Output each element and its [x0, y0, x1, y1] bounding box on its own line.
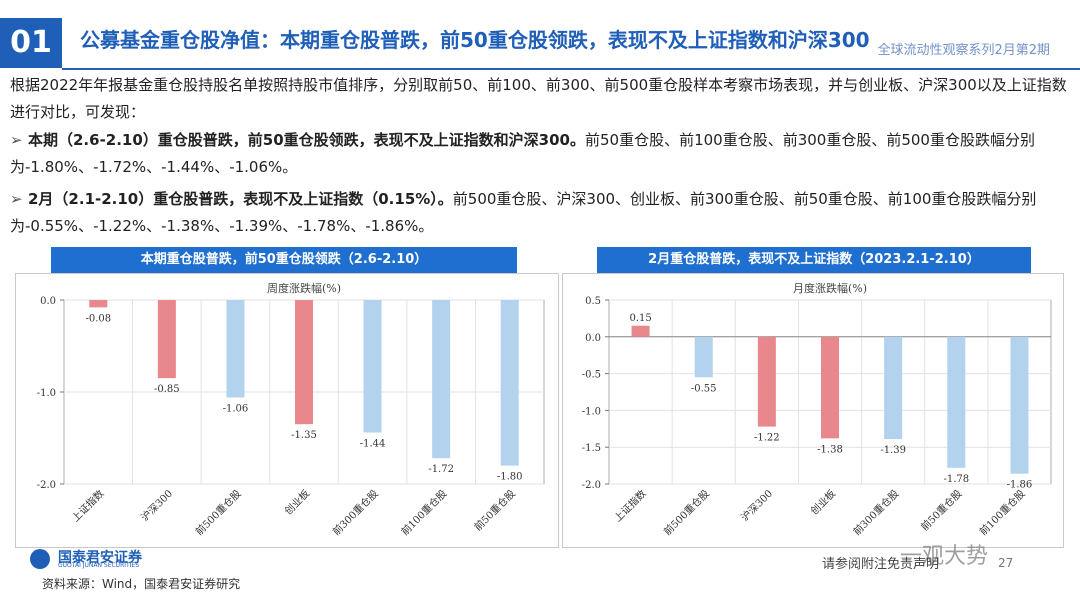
y-tick-label: 0.5	[585, 296, 601, 307]
bullet-text: 前500重仓股、沪深300、创业板、前300重仓股、前50重仓股、前100重仓股…	[10, 190, 1037, 235]
arrow-bullet-icon: ➢	[10, 190, 23, 208]
source-note: 资料来源：Wind，国泰君安证券研究	[42, 577, 241, 591]
bar	[757, 336, 776, 427]
y-tick-label: 0.0	[585, 333, 601, 344]
x-tick-label: 前500重仓股	[193, 487, 244, 538]
y-tick-label: -1.0	[582, 406, 601, 417]
bar	[884, 336, 903, 440]
x-tick-label: 前100重仓股	[398, 487, 449, 538]
series-tag: 全球流动性观察系列2月第2期	[877, 43, 1050, 58]
bar	[694, 336, 713, 378]
bar	[821, 336, 839, 439]
data-label: -1.38	[817, 444, 843, 455]
monthly-change-chart: 月度涨跌幅(%) 0.5 0.0 -0.5 -1.0 -1.5 -2.0 0.15 上证指数 -0…	[582, 281, 1052, 538]
y-tick-label: -2.0	[582, 480, 601, 491]
data-label: -1.72	[428, 464, 454, 475]
y-tick-label: 0.0	[40, 296, 56, 307]
data-label: -1.44	[360, 438, 386, 449]
chart-title: 月度涨跌幅(%)	[793, 281, 867, 295]
x-tick-label: 前300重仓股	[330, 487, 381, 538]
x-tick-label: 创业板	[808, 487, 838, 517]
monthly-chart-panel: 月度涨跌幅(%) 0.5 0.0 -0.5 -1.0 -1.5 -2.0 0.15 上证指数 -0…	[562, 273, 1064, 548]
bar	[631, 325, 650, 337]
bullet-lead: 2月（2.1-2.10）重仓股普跌，表现不及上证指数（0.15%）。	[28, 190, 453, 208]
x-tick-label: 沪深300	[738, 487, 775, 524]
x-tick-label: 沪深300	[138, 487, 175, 524]
right-panel-header: 2月重仓股普跌，表现不及上证指数（2023.2.1-2.10）	[597, 247, 1031, 273]
watermark: 一观大势	[900, 544, 989, 569]
weekly-chart-panel: 周度涨跌幅(%) 0.0 -1.0 -2.0 -0.08 上证指数 -0.85 沪深300 -1…	[15, 273, 559, 548]
data-label: -1.80	[497, 472, 523, 483]
bar	[157, 300, 176, 379]
x-tick-label: 前100重仓股	[977, 487, 1028, 538]
bullet-lead: 本期（2.6-2.10）重仓股普跌，前50重仓股领跌，表现不及上证指数和沪深30…	[28, 131, 585, 149]
data-label: -1.86	[1007, 480, 1033, 491]
arrow-bullet-icon: ➢	[10, 131, 23, 149]
bar	[1010, 336, 1029, 474]
data-label: -0.08	[85, 313, 111, 324]
y-tick-label: -1.0	[37, 388, 56, 399]
left-panel-header: 本期重仓股普跌，前50重仓股领跌（2.6-2.10）	[51, 247, 517, 273]
y-tick-label: -2.0	[37, 480, 56, 491]
page-title: 公募基金重仓股净值：本期重仓股普跌，前50重仓股领跌，表现不及上证指数和沪深30…	[80, 28, 870, 52]
x-tick-label: 前50重仓股	[471, 487, 517, 533]
x-tick-label: 创业板	[282, 487, 312, 517]
x-tick-label: 上证指数	[69, 487, 106, 524]
chart-title: 周度涨跌幅(%)	[267, 281, 341, 295]
bar	[432, 300, 451, 459]
y-tick-label: -0.5	[582, 370, 601, 381]
bullet-weekly: ➢ 本期（2.6-2.10）重仓股普跌，前50重仓股领跌，表现不及上证指数和沪深3…	[10, 127, 1070, 181]
data-label: -0.55	[691, 383, 717, 394]
title-bar: 公募基金重仓股净值：本期重仓股普跌，前50重仓股领跌，表现不及上证指数和沪深30…	[62, 18, 1080, 68]
weekly-change-chart: 周度涨跌幅(%) 0.0 -1.0 -2.0 -0.08 上证指数 -0.85 沪深300 -1…	[37, 281, 545, 538]
bullet-text: 前50重仓股、前100重仓股、前300重仓股、前500重仓股跌幅分别为-1.80…	[10, 131, 1035, 176]
page-number: 27	[998, 556, 1014, 570]
title-underline	[62, 68, 1080, 70]
bullet-monthly: ➢ 2月（2.1-2.10）重仓股普跌，表现不及上证指数（0.15%）。前500重…	[10, 186, 1070, 240]
section-number: 01	[0, 18, 62, 68]
disclaimer-link[interactable]: 请参阅附注免责声明	[822, 557, 940, 572]
x-tick-label: 前300重仓股	[850, 487, 901, 538]
y-tick-label: -1.5	[582, 443, 601, 454]
x-tick-label: 前50重仓股	[918, 487, 964, 533]
bar	[226, 300, 245, 398]
bar	[363, 300, 382, 433]
logo-text: 国泰君安证券	[58, 550, 142, 566]
intro-paragraph: 根据2022年年报基金重仓股持股名单按照持股市值排序，分别取前50、前100、前…	[10, 76, 1067, 121]
data-label: -1.06	[223, 404, 249, 415]
bar	[500, 300, 519, 466]
data-label: -1.39	[880, 445, 906, 456]
bar	[295, 300, 313, 425]
data-label: -1.22	[754, 433, 780, 444]
bar	[947, 336, 966, 468]
data-label: -1.35	[291, 430, 317, 441]
logo-icon	[30, 549, 50, 569]
x-tick-label: 前500重仓股	[661, 487, 712, 538]
bar	[89, 300, 108, 308]
data-label: -0.85	[154, 384, 180, 395]
data-label: 0.15	[629, 313, 651, 324]
data-label: -1.78	[943, 474, 969, 485]
logo-subtext: GUOTAI JUNAN SECURITIES	[58, 562, 140, 569]
x-tick-label: 上证指数	[611, 487, 648, 524]
